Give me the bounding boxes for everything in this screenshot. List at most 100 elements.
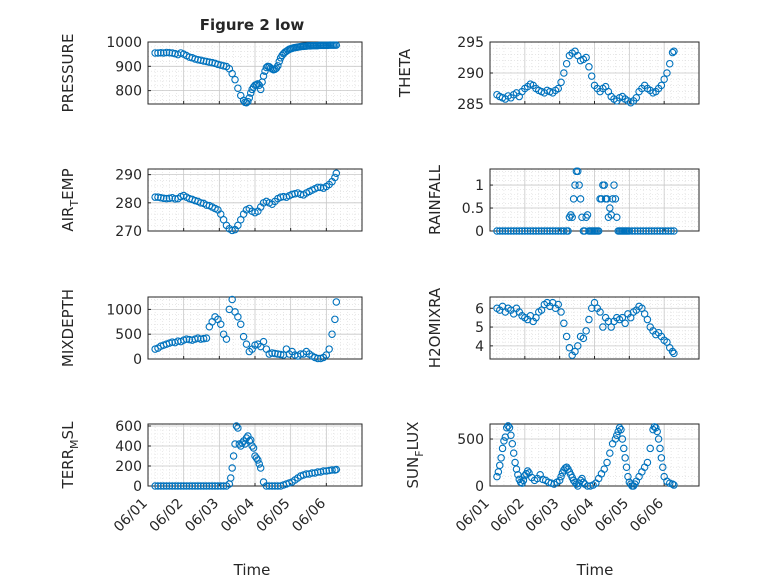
data-point bbox=[654, 435, 663, 443]
data-point bbox=[279, 351, 288, 359]
y-axis-label-subscript: T bbox=[68, 200, 81, 208]
data-point bbox=[182, 335, 191, 343]
y-tick-label: 400 bbox=[115, 439, 142, 455]
data-point bbox=[620, 444, 628, 453]
data-point bbox=[639, 227, 648, 235]
y-tick-label: 1000 bbox=[106, 35, 142, 51]
data-point bbox=[575, 181, 583, 189]
data-point bbox=[537, 227, 546, 235]
data-point bbox=[636, 227, 645, 235]
data-point bbox=[219, 62, 228, 70]
data-point bbox=[557, 308, 565, 316]
data-point bbox=[653, 427, 661, 436]
data-point bbox=[560, 69, 568, 77]
data-point bbox=[239, 332, 248, 341]
data-point bbox=[205, 482, 214, 490]
data-point bbox=[579, 478, 588, 486]
data-point bbox=[159, 482, 168, 490]
data-point bbox=[500, 437, 508, 445]
y-tick-label: 280 bbox=[115, 196, 142, 212]
y-tick-label: 285 bbox=[457, 97, 484, 113]
data-point bbox=[519, 476, 528, 485]
y-axis-label-main: H2OMIXRA bbox=[426, 287, 444, 368]
data-point bbox=[162, 194, 171, 203]
y-axis-label: MIXDEPTH bbox=[59, 289, 77, 367]
y-axis-label-tail: LUX bbox=[404, 422, 422, 451]
data-point bbox=[271, 482, 279, 490]
data-point bbox=[518, 227, 526, 235]
data-point bbox=[596, 308, 604, 316]
y-axis-label-main: THETA bbox=[396, 48, 414, 98]
data-point bbox=[165, 482, 174, 490]
data-point bbox=[259, 337, 268, 346]
data-point bbox=[582, 53, 590, 62]
data-point bbox=[236, 215, 245, 224]
data-point bbox=[555, 476, 564, 485]
data-point bbox=[493, 472, 501, 481]
data-point bbox=[560, 319, 568, 328]
data-point bbox=[217, 320, 225, 329]
data-point bbox=[234, 221, 242, 230]
data-point bbox=[599, 323, 607, 331]
data-point bbox=[256, 464, 265, 472]
data-point bbox=[185, 335, 194, 344]
data-point bbox=[583, 482, 592, 490]
data-point bbox=[502, 424, 511, 432]
data-point bbox=[151, 49, 159, 57]
y-tick-label: 900 bbox=[115, 59, 142, 75]
data-point bbox=[254, 456, 262, 464]
data-point bbox=[151, 193, 159, 201]
data-point bbox=[322, 467, 331, 475]
data-point bbox=[244, 97, 252, 106]
data-point bbox=[197, 482, 205, 490]
data-point bbox=[606, 204, 614, 212]
data-point bbox=[154, 49, 162, 57]
y-tick-label: 0 bbox=[133, 479, 142, 495]
data-point bbox=[582, 327, 590, 335]
y-axis-label-main: MIXDEPTH bbox=[59, 289, 77, 367]
y-tick-label: 800 bbox=[115, 84, 142, 100]
data-point bbox=[585, 315, 593, 324]
data-point bbox=[643, 315, 652, 324]
data-point bbox=[657, 454, 666, 462]
data-point bbox=[165, 48, 174, 57]
data-point bbox=[633, 227, 642, 235]
y-axis-label-tail: EMP bbox=[59, 168, 77, 199]
data-point bbox=[554, 227, 563, 235]
data-point bbox=[255, 460, 264, 468]
y-axis-label-tail: SL bbox=[59, 421, 77, 440]
axes-3: 270 280 290 AIRTEMP bbox=[59, 168, 363, 240]
data-point bbox=[621, 454, 629, 462]
y-axis-label: AIRTEMP bbox=[59, 168, 81, 231]
y-axis-label-main: PRESSURE bbox=[59, 34, 77, 113]
data-point bbox=[610, 181, 618, 189]
data-point bbox=[159, 49, 168, 57]
data-point bbox=[600, 465, 609, 473]
data-point bbox=[613, 431, 621, 440]
data-point bbox=[562, 332, 571, 341]
y-axis-label-subscript: F bbox=[413, 450, 426, 456]
data-point bbox=[228, 295, 236, 304]
data-point bbox=[246, 89, 255, 97]
data-point bbox=[597, 195, 606, 203]
data-point bbox=[668, 347, 677, 356]
data-point bbox=[274, 62, 282, 70]
data-point bbox=[611, 195, 620, 203]
data-point bbox=[501, 227, 510, 235]
data-point bbox=[663, 69, 671, 77]
data-point bbox=[656, 227, 664, 235]
data-point bbox=[496, 461, 504, 470]
data-point bbox=[174, 337, 182, 345]
data-point bbox=[642, 227, 650, 235]
data-point bbox=[174, 482, 182, 490]
data-point bbox=[332, 169, 341, 177]
data-point bbox=[585, 63, 593, 71]
y-tick-label: 5 bbox=[475, 320, 484, 336]
data-point bbox=[188, 482, 196, 490]
data-point bbox=[171, 482, 179, 490]
data-point bbox=[265, 482, 274, 490]
data-point bbox=[234, 84, 242, 92]
data-point bbox=[249, 444, 258, 452]
data-point bbox=[504, 422, 512, 430]
y-axis-label: TERRMSL bbox=[59, 421, 81, 490]
